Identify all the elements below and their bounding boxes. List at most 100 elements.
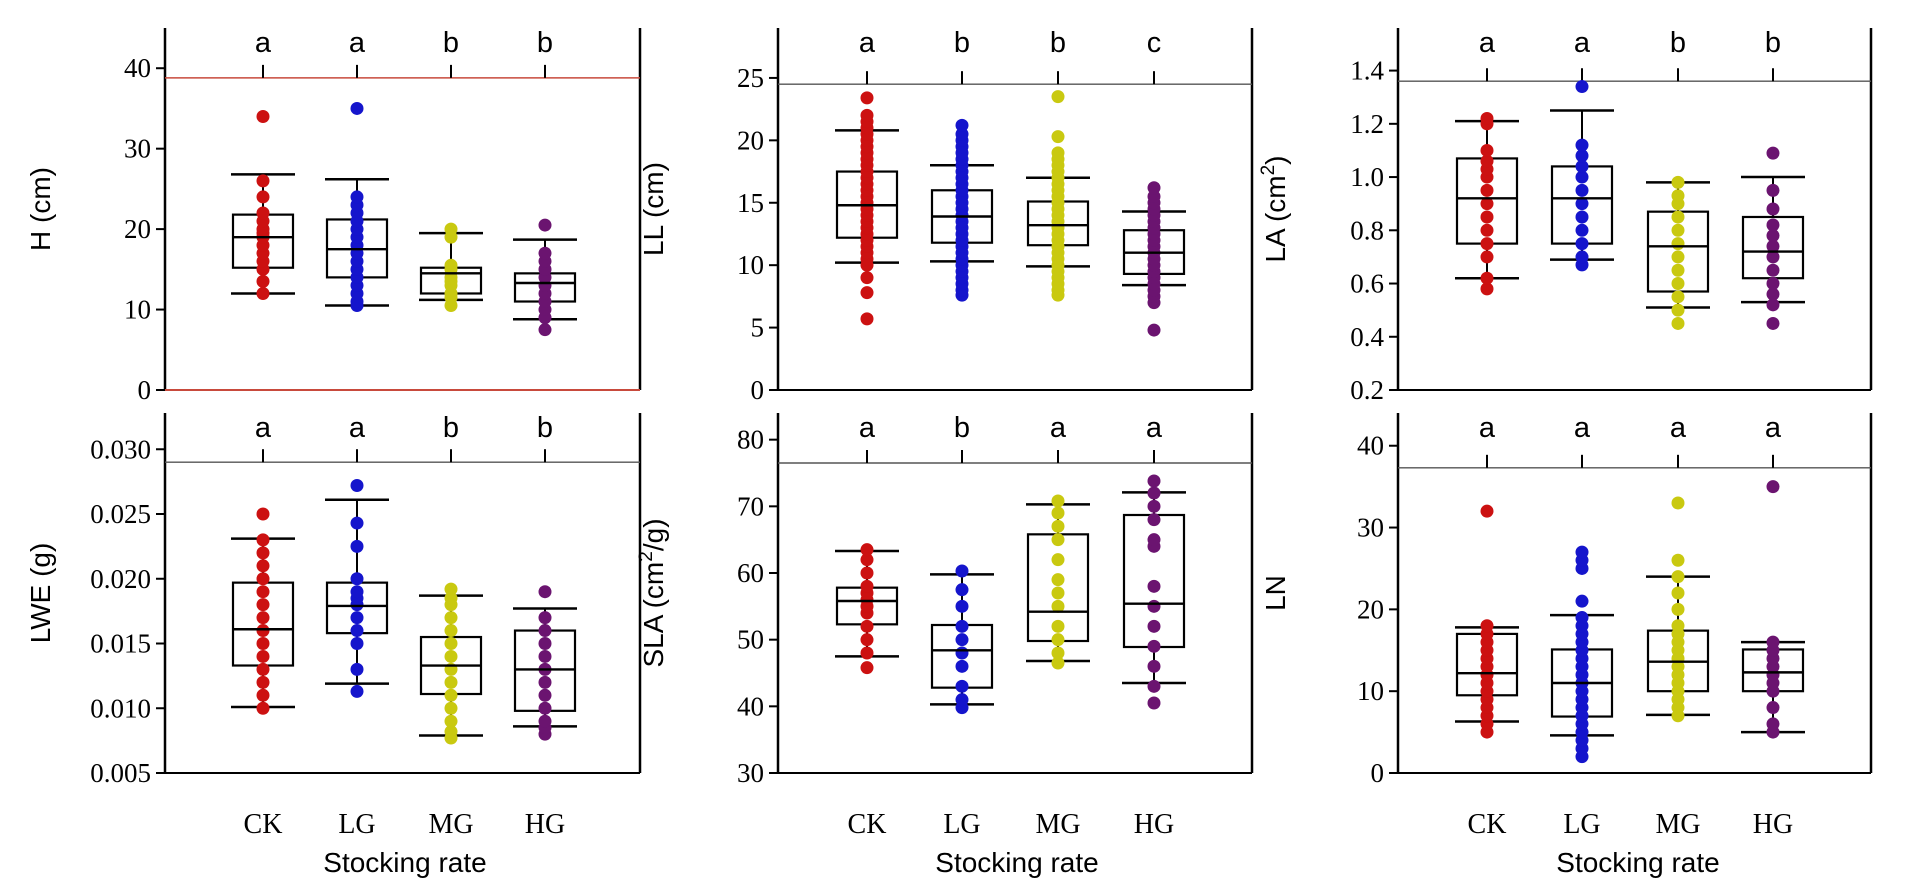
data-point-lg [350,572,364,586]
data-point-mg [1051,656,1065,670]
data-point-hg [1147,619,1161,633]
data-point-mg [444,624,458,638]
x-category-label: LG [943,809,980,840]
data-point-hg [1766,146,1780,160]
x-category-label: MG [1655,809,1700,840]
data-point-hg [1147,474,1161,488]
data-point-lg [1575,149,1589,163]
x-category-label: CK [244,809,283,840]
x-category-label: LG [338,809,375,840]
panel-6: 0 10 20 30 40 LN a CK a LG a MG a HG [1260,412,1873,840]
data-point-mg [1671,303,1685,317]
data-point-hg [1766,717,1780,731]
data-point-ck [860,286,874,300]
y-tick-label: 0.025 [90,499,151,529]
data-point-ck [256,109,270,123]
y-tick-label: 0 [751,375,765,405]
y-tick-label: 25 [737,63,764,93]
data-point-lg [1575,594,1589,608]
data-point-lg [955,659,969,673]
significance-letter: b [1670,27,1686,59]
y-tick-label: 10 [1357,676,1384,706]
data-point-ck [860,553,874,567]
y-tick-label: 20 [737,125,764,155]
significance-letter: a [255,412,272,444]
data-point-mg [444,725,458,739]
data-point-lg [350,684,364,698]
data-point-lg [1575,237,1589,251]
data-point-mg [444,688,458,702]
significance-letter: a [859,412,876,444]
significance-letter: a [349,27,366,59]
y-axis-label: LWE (g) [25,543,56,644]
data-point-hg [1766,183,1780,197]
data-point-hg [1766,287,1780,301]
data-point-hg [1147,679,1161,693]
significance-letter: b [537,27,553,59]
data-point-lg [350,539,364,553]
data-point-lg [1575,250,1589,264]
data-point-hg [1766,480,1780,494]
data-point-hg [538,611,552,625]
data-point-mg [1051,619,1065,633]
data-point-mg [1671,570,1685,584]
y-axis-label: SLA (cm2/g) [636,518,669,667]
data-point-hg [538,218,552,232]
data-point-hg [1766,202,1780,216]
y-tick-label: 10 [124,295,151,325]
data-point-mg [1051,646,1065,660]
x-category-label: HG [1753,809,1793,840]
x-category-label: HG [1134,809,1174,840]
data-point-lg [1575,223,1589,237]
data-point-ck [860,91,874,105]
y-tick-label: 0.005 [90,758,151,788]
data-point-ck [1480,143,1494,157]
data-point-mg [1051,519,1065,533]
data-point-hg [1147,599,1161,613]
data-point-mg [1051,506,1065,520]
data-point-ck [256,274,270,288]
y-tick-label: 20 [1357,594,1384,624]
data-point-ck [860,312,874,326]
data-point-hg [1147,486,1161,500]
data-point-mg [1051,573,1065,587]
data-point-ck [256,190,270,204]
x-category-label: CK [1468,809,1507,840]
x-category-label: MG [428,809,473,840]
y-axis-label: LA (cm2) [1258,155,1291,262]
data-point-hg [1147,181,1161,195]
data-point-ck [256,546,270,560]
data-point-ck [256,572,270,586]
data-point-mg [444,582,458,596]
data-point-ck [256,637,270,651]
significance-letter: a [349,412,366,444]
data-point-ck [860,543,874,557]
data-point-ck [256,598,270,612]
data-point-lg [350,611,364,625]
data-point-mg [444,222,458,236]
data-point-lg [350,624,364,638]
y-tick-label: 60 [737,558,764,588]
data-point-ck [256,611,270,625]
y-tick-label: 0.015 [90,629,151,659]
y-tick-label: 0.2 [1350,375,1384,405]
data-point-mg [1051,494,1065,508]
data-point-ck [1480,154,1494,168]
data-point-mg [1671,189,1685,203]
data-point-lg [350,479,364,493]
data-point-ck [256,206,270,220]
panel-3: 0.2 0.4 0.6 0.8 1.0 1.2 1.4 LA (cm2) a a b b [1258,27,1873,405]
data-point-mg [444,675,458,689]
data-point-hg [538,701,552,715]
data-point-lg [955,693,969,707]
data-point-ck [256,507,270,521]
data-point-ck [256,701,270,715]
data-point-hg [1766,277,1780,291]
data-point-hg [1766,218,1780,232]
data-point-hg [1766,701,1780,715]
data-point-lg [955,619,969,633]
y-tick-label: 0.010 [90,693,151,723]
data-point-hg [1766,239,1780,253]
y-tick-label: 30 [124,134,151,164]
